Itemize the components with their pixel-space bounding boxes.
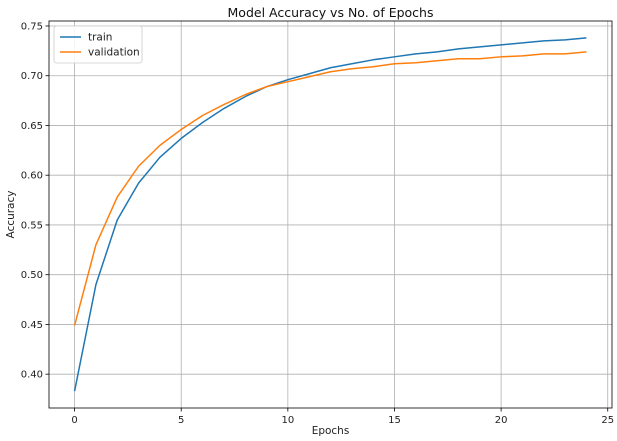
x-tick-label: 20 xyxy=(495,415,508,426)
ticks: 0 5 10 15 20 25 0.40 0.45 0.50 0.55 0.60 0.65 0.70 0.… xyxy=(21,21,614,426)
y-axis-label: Accuracy xyxy=(5,191,17,239)
x-tick-label: 5 xyxy=(178,415,184,426)
legend-label-train: train xyxy=(88,32,112,44)
x-tick-label: 0 xyxy=(71,415,77,426)
legend: train validation xyxy=(53,25,143,64)
chart-title: Model Accuracy vs No. of Epochs xyxy=(228,5,434,20)
train-line xyxy=(73,37,587,392)
y-tick-label: 0.45 xyxy=(21,320,43,331)
x-axis-label: Epochs xyxy=(312,425,350,437)
y-tick-label: 0.65 xyxy=(21,121,43,132)
y-tick-label: 0.60 xyxy=(21,171,43,182)
validation-line xyxy=(73,51,587,326)
x-tick-label: 25 xyxy=(601,415,614,426)
y-tick-label: 0.70 xyxy=(21,71,43,82)
grid xyxy=(49,21,612,408)
x-tick-label: 10 xyxy=(281,415,294,426)
y-tick-label: 0.75 xyxy=(21,21,43,32)
legend-box xyxy=(53,25,143,64)
series-lines xyxy=(73,37,587,392)
y-tick-label: 0.55 xyxy=(21,220,43,231)
legend-label-validation: validation xyxy=(88,47,140,59)
x-tick-label: 15 xyxy=(388,415,401,426)
plot-frame xyxy=(48,20,613,409)
y-tick-label: 0.40 xyxy=(21,370,43,381)
y-tick-label: 0.50 xyxy=(21,270,43,281)
